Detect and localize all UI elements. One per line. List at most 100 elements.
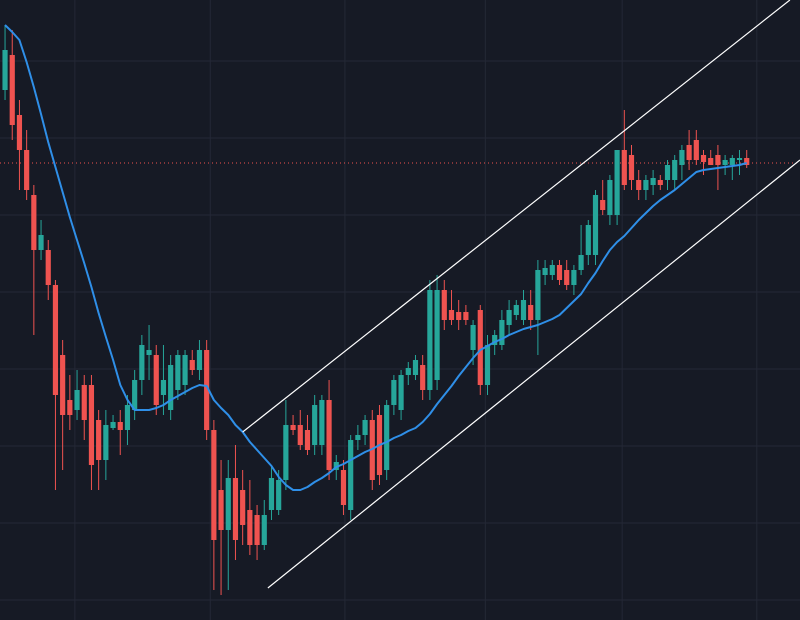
channel-line xyxy=(242,0,791,433)
candle-body xyxy=(240,490,246,525)
candle-body xyxy=(456,312,462,320)
candle-body xyxy=(405,368,411,375)
candle-body xyxy=(24,150,30,190)
candle-body xyxy=(2,50,8,90)
candle-body xyxy=(420,365,426,390)
candle-body xyxy=(513,305,519,315)
candle-body xyxy=(499,320,505,345)
candle-body xyxy=(384,405,390,470)
candle-body xyxy=(427,290,433,390)
candle-body xyxy=(103,425,109,460)
candle-body xyxy=(650,178,656,185)
candle-body xyxy=(117,422,123,430)
candle-body xyxy=(564,270,570,285)
candle-body xyxy=(664,165,671,180)
candle-body xyxy=(45,250,51,285)
candle-body xyxy=(139,345,145,380)
candle-body xyxy=(312,405,318,445)
candle-body xyxy=(38,235,44,250)
candle-body xyxy=(549,265,555,275)
candle-body xyxy=(175,355,181,390)
candle-body xyxy=(463,312,469,320)
candle-body xyxy=(16,115,23,150)
candle-body xyxy=(211,430,217,540)
candle-body xyxy=(643,180,649,190)
candle-body xyxy=(679,150,685,165)
candle-body xyxy=(67,400,73,415)
candle-body xyxy=(355,435,361,440)
candle-body xyxy=(621,150,627,185)
candle-body xyxy=(74,390,80,410)
candle-body xyxy=(225,478,231,530)
candle-body xyxy=(362,420,368,435)
candle-body xyxy=(276,480,282,510)
candle-body xyxy=(218,490,224,530)
candle-body xyxy=(153,355,159,405)
candle-body xyxy=(708,158,714,165)
candle-body xyxy=(535,270,541,320)
candle-body xyxy=(124,405,131,430)
candle-body xyxy=(470,325,476,350)
candle-body xyxy=(571,270,577,285)
candle-body xyxy=(247,510,253,545)
moving-average xyxy=(4,24,747,491)
candle-body xyxy=(672,160,678,180)
candle-body xyxy=(168,365,174,410)
candle-body xyxy=(520,300,527,320)
candle-body xyxy=(592,195,599,255)
candle-body xyxy=(700,155,707,162)
candle-body xyxy=(88,385,95,465)
candle-body xyxy=(326,400,332,470)
candle-body xyxy=(261,515,267,545)
candle-body xyxy=(204,350,210,430)
candle-body xyxy=(715,155,721,165)
candle-body xyxy=(189,360,195,370)
candle-body xyxy=(232,478,239,540)
candle-body xyxy=(348,440,354,510)
candle-body xyxy=(434,290,440,380)
candle-body xyxy=(492,335,498,345)
candle-body xyxy=(182,355,188,385)
candle-body xyxy=(657,180,663,185)
candle-body xyxy=(600,200,606,210)
candle-body xyxy=(636,180,642,190)
candle-body xyxy=(744,158,750,165)
candle-body xyxy=(398,375,404,410)
candle-body xyxy=(160,380,167,395)
candle-body xyxy=(736,158,743,160)
candle-body xyxy=(304,430,311,450)
candle-body xyxy=(729,158,735,165)
candle-body xyxy=(340,470,347,505)
candle-body xyxy=(477,310,483,385)
candle-body xyxy=(578,255,584,270)
candle-body xyxy=(9,55,15,125)
candle-body xyxy=(196,350,203,370)
candle-body xyxy=(81,385,87,420)
candle-body xyxy=(484,345,491,385)
candle-body xyxy=(412,360,419,375)
candle-body xyxy=(585,225,591,255)
candle-body xyxy=(290,425,296,430)
candle-body xyxy=(506,310,512,325)
candle-body xyxy=(319,400,325,445)
candle-body xyxy=(542,268,548,275)
candle-body xyxy=(146,350,152,355)
candle-body xyxy=(110,422,116,428)
candle-body xyxy=(722,160,728,165)
candle-body xyxy=(628,155,635,180)
candle-body xyxy=(52,285,59,395)
candle-body xyxy=(391,380,397,405)
candle-body xyxy=(556,265,563,280)
candle-body xyxy=(268,478,275,510)
candle-body xyxy=(607,180,613,215)
candle-body xyxy=(693,140,699,160)
channel-line xyxy=(267,159,800,589)
candle-body xyxy=(686,145,692,160)
candle-body xyxy=(614,150,620,215)
candle-body xyxy=(441,290,447,320)
candle-body xyxy=(96,420,102,460)
candle-body xyxy=(283,425,289,480)
